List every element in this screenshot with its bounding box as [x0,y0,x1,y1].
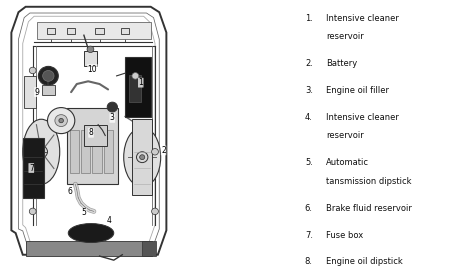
FancyBboxPatch shape [84,125,107,146]
Text: 2.: 2. [305,59,313,68]
Circle shape [38,66,58,85]
Text: reservoir: reservoir [326,32,364,41]
FancyBboxPatch shape [84,51,97,66]
Text: 9: 9 [35,88,39,97]
Circle shape [152,208,158,215]
FancyBboxPatch shape [125,57,151,117]
FancyBboxPatch shape [142,241,156,256]
FancyBboxPatch shape [121,28,129,34]
FancyBboxPatch shape [81,130,90,173]
FancyBboxPatch shape [67,28,75,34]
Circle shape [59,118,64,123]
Text: 4: 4 [107,216,112,225]
Circle shape [87,46,94,53]
FancyBboxPatch shape [47,28,55,34]
Text: Automatic: Automatic [326,158,369,167]
Text: 3.: 3. [305,86,313,95]
Text: 8: 8 [89,128,93,137]
FancyBboxPatch shape [92,130,101,173]
FancyBboxPatch shape [129,75,141,102]
Text: Engine oil filler: Engine oil filler [326,86,389,95]
FancyBboxPatch shape [67,108,118,184]
Text: Intensive cleaner: Intensive cleaner [326,113,399,122]
Text: 10: 10 [88,64,97,74]
FancyBboxPatch shape [26,241,152,256]
Text: 6.: 6. [305,204,313,213]
Text: 1.: 1. [305,14,313,22]
Ellipse shape [68,224,114,243]
FancyBboxPatch shape [70,130,79,173]
FancyBboxPatch shape [42,85,55,95]
Text: Intensive cleaner: Intensive cleaner [326,14,399,22]
Circle shape [140,155,145,160]
FancyBboxPatch shape [24,76,36,108]
Text: Fuse box: Fuse box [326,231,364,240]
Text: 2: 2 [161,146,166,155]
Ellipse shape [23,119,60,184]
Text: 1: 1 [138,78,143,87]
Ellipse shape [124,127,161,187]
Circle shape [55,115,67,127]
Circle shape [29,208,36,215]
Text: 4.: 4. [305,113,313,122]
Text: 7.: 7. [305,231,313,240]
Text: 7: 7 [29,163,34,173]
Circle shape [47,108,75,134]
FancyBboxPatch shape [37,22,151,39]
FancyBboxPatch shape [95,28,104,34]
Circle shape [132,73,139,79]
Text: 5: 5 [82,208,86,217]
FancyBboxPatch shape [23,138,44,198]
FancyBboxPatch shape [104,130,113,173]
Text: Engine oil dipstick: Engine oil dipstick [326,257,403,266]
Text: tansmission dipstick: tansmission dipstick [326,177,411,186]
Text: Brake fluid reservoir: Brake fluid reservoir [326,204,412,213]
Circle shape [107,102,118,112]
Text: 5.: 5. [305,158,313,167]
Circle shape [137,152,148,163]
Text: 6: 6 [67,186,72,196]
Circle shape [29,67,36,74]
Text: 3: 3 [110,113,115,122]
FancyBboxPatch shape [132,119,152,195]
Text: reservoir: reservoir [326,131,364,140]
Text: Battery: Battery [326,59,357,68]
Circle shape [43,70,54,81]
Circle shape [38,149,44,154]
Circle shape [35,146,47,158]
Circle shape [152,149,158,155]
Text: 8.: 8. [305,257,313,266]
